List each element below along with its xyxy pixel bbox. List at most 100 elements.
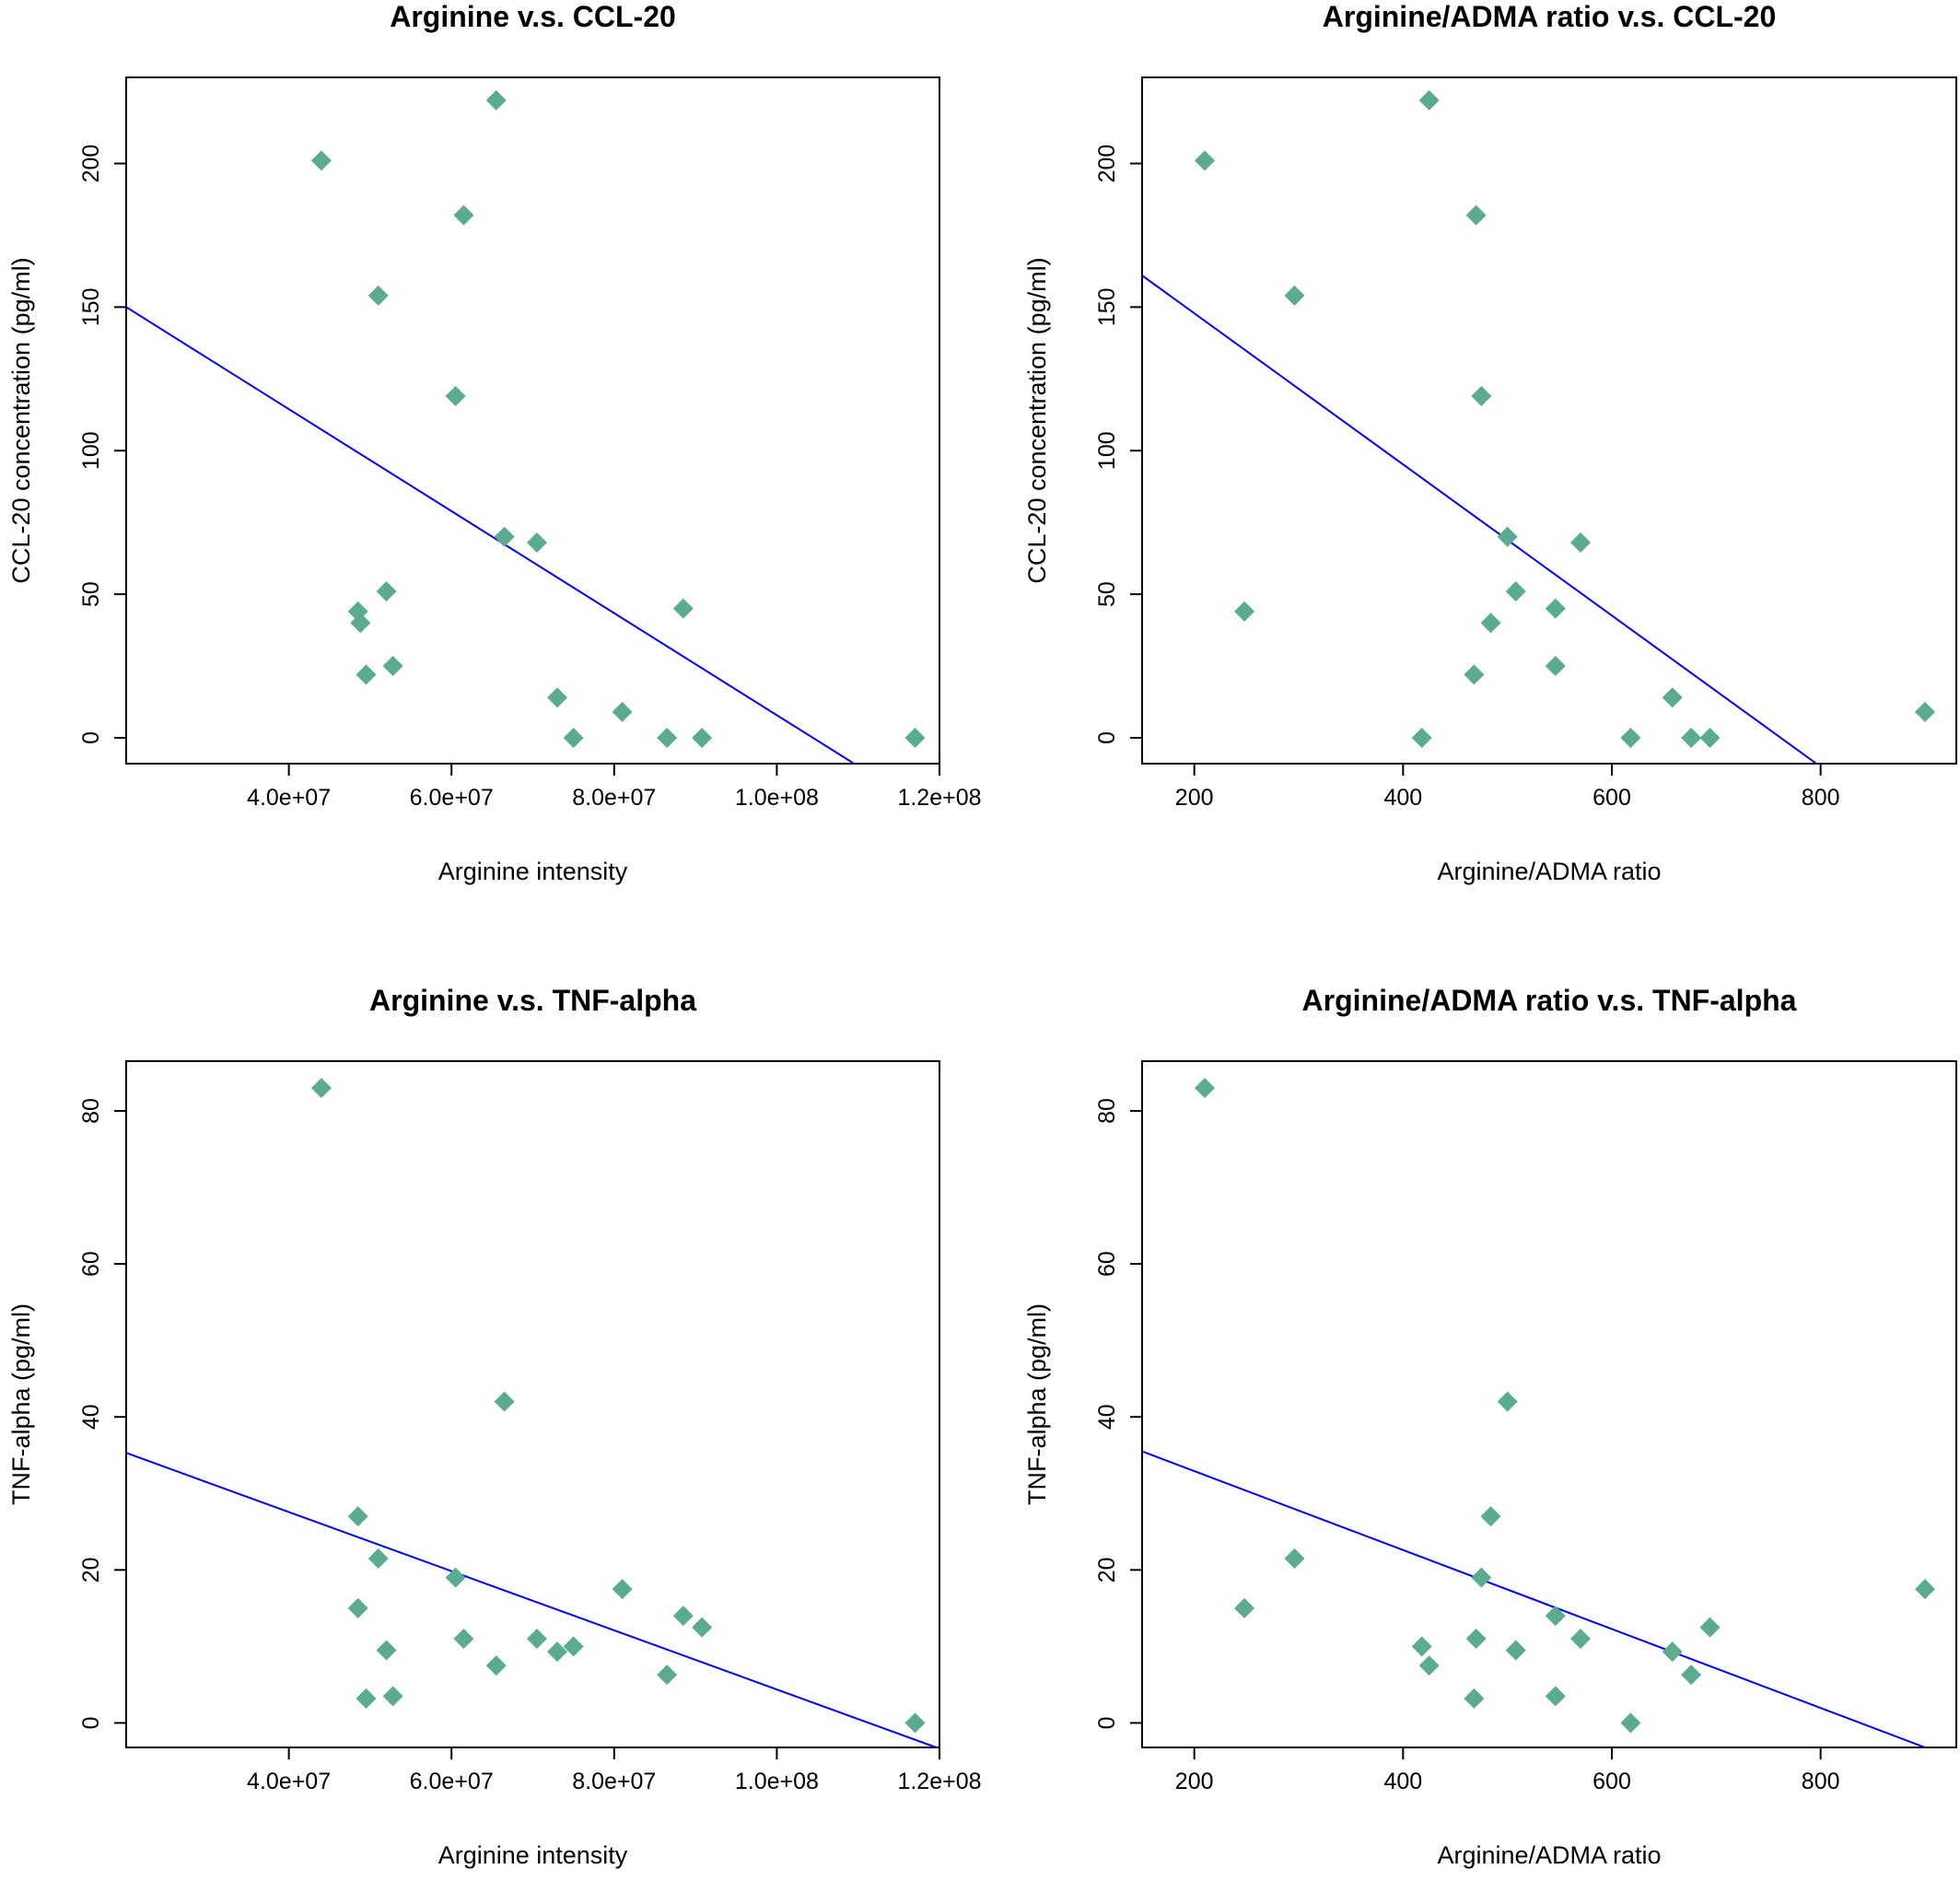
x-tick-label: 1.0e+08 [735,785,819,811]
y-tick-label: 200 [78,145,104,183]
data-point [445,386,466,407]
y-tick-label: 40 [1094,1404,1120,1430]
y-axis-label: TNF-alpha (pg/ml) [7,1303,35,1505]
data-point [382,1686,403,1707]
data-point [672,1606,694,1627]
data-point [563,727,584,748]
data-point [1471,1567,1492,1588]
y-axis-label: TNF-alpha (pg/ml) [1023,1303,1051,1505]
data-point [1411,727,1432,748]
data-point [1620,727,1641,748]
data-point [692,727,713,748]
data-point [356,664,377,685]
data-point [1662,687,1683,708]
data-point [1480,613,1501,634]
y-tick-label: 0 [1094,1716,1120,1729]
data-point [904,1712,926,1734]
data-point [1505,1640,1526,1661]
data-point [1570,1629,1591,1650]
data-point [368,1548,389,1569]
x-tick-label: 600 [1592,785,1631,811]
data-point [1195,150,1215,171]
y-tick-label: 20 [78,1557,104,1583]
data-point [310,150,332,171]
data-point [1620,1712,1641,1734]
data-point [1411,1636,1432,1657]
data-point [1545,656,1566,677]
y-tick-label: 0 [78,1716,104,1729]
data-point [657,727,678,748]
data-point [1464,664,1485,685]
data-point [1497,1391,1518,1412]
x-axis-label: Arginine/ADMA ratio [1437,858,1661,885]
y-tick-label: 50 [1094,581,1120,607]
data-point [1570,532,1591,553]
x-axis-label: Arginine intensity [438,1841,628,1869]
panel-ratio-tnf: Arginine/ADMA ratio v.s. TNF-alpha 200 40 0… [1023,984,1957,1869]
data-point [526,532,547,553]
data-point [1418,1655,1440,1677]
data-point [485,1655,507,1677]
data-point [1195,1078,1215,1099]
data-point [1545,598,1566,619]
y-tick-label: 0 [78,731,104,744]
panel-arginine-tnf: Arginine v.s. TNF-alpha 4.0e+07 6.0e+07 8.0… [7,984,982,1869]
data-point [526,1629,547,1650]
data-point [382,656,403,677]
y-tick-label: 150 [78,288,104,327]
x-axis-label: Arginine intensity [438,858,628,885]
data-point [376,580,397,602]
regression-line [126,1452,937,1747]
data-point [485,89,507,111]
data-point [1234,1597,1255,1618]
plot-frame [1141,1060,1957,1748]
chart-title: Arginine/ADMA ratio v.s. TNF-alpha [1302,984,1797,1017]
x-axis-label: Arginine/ADMA ratio [1437,1841,1661,1869]
data-point [692,1617,713,1638]
data-point [1418,89,1440,111]
y-tick-label: 200 [1094,145,1120,183]
data-point [1915,1579,1935,1600]
data-point [657,1665,678,1686]
data-point [368,285,389,306]
data-point [1284,1548,1305,1569]
x-tick-label: 4.0e+07 [247,785,331,811]
data-point [612,1579,633,1600]
y-tick-label: 60 [1094,1251,1120,1277]
data-point [1497,526,1518,547]
x-tick-label: 8.0e+07 [572,785,656,811]
data-point [1284,285,1305,306]
y-tick-label: 50 [78,581,104,607]
data-point [347,1506,368,1527]
x-tick-label: 400 [1383,785,1422,811]
y-tick-label: 0 [1094,731,1120,744]
y-tick-label: 60 [78,1251,104,1277]
data-point [1505,580,1526,602]
data-point [1681,727,1702,748]
data-point [1699,727,1721,748]
data-point [1480,1506,1501,1527]
data-point [356,1688,377,1709]
data-point [672,598,694,619]
chart-title: Arginine v.s. CCL-20 [390,0,676,33]
data-point [1915,701,1935,722]
data-point [350,613,371,634]
y-tick-label: 20 [1094,1557,1120,1583]
data-point [1545,1606,1566,1627]
y-tick-label: 100 [1094,431,1120,470]
data-point [453,1629,474,1650]
regression-line [1142,275,1817,764]
x-tick-label: 200 [1175,1769,1214,1794]
x-tick-label: 800 [1802,785,1840,811]
plot-frame [125,76,940,765]
data-point [1234,601,1255,622]
data-point [546,687,567,708]
x-tick-label: 1.0e+08 [735,1769,819,1794]
x-tick-label: 600 [1592,1769,1631,1794]
x-tick-label: 6.0e+07 [410,785,494,811]
data-point [563,1636,584,1657]
data-point [1465,1629,1487,1650]
panel-arginine-ccl20: Arginine v.s. CCL-20 4.0e+07 6.0e+07 8.0e+0… [7,0,982,885]
data-point [1464,1688,1485,1709]
x-tick-label: 6.0e+07 [410,1769,494,1794]
